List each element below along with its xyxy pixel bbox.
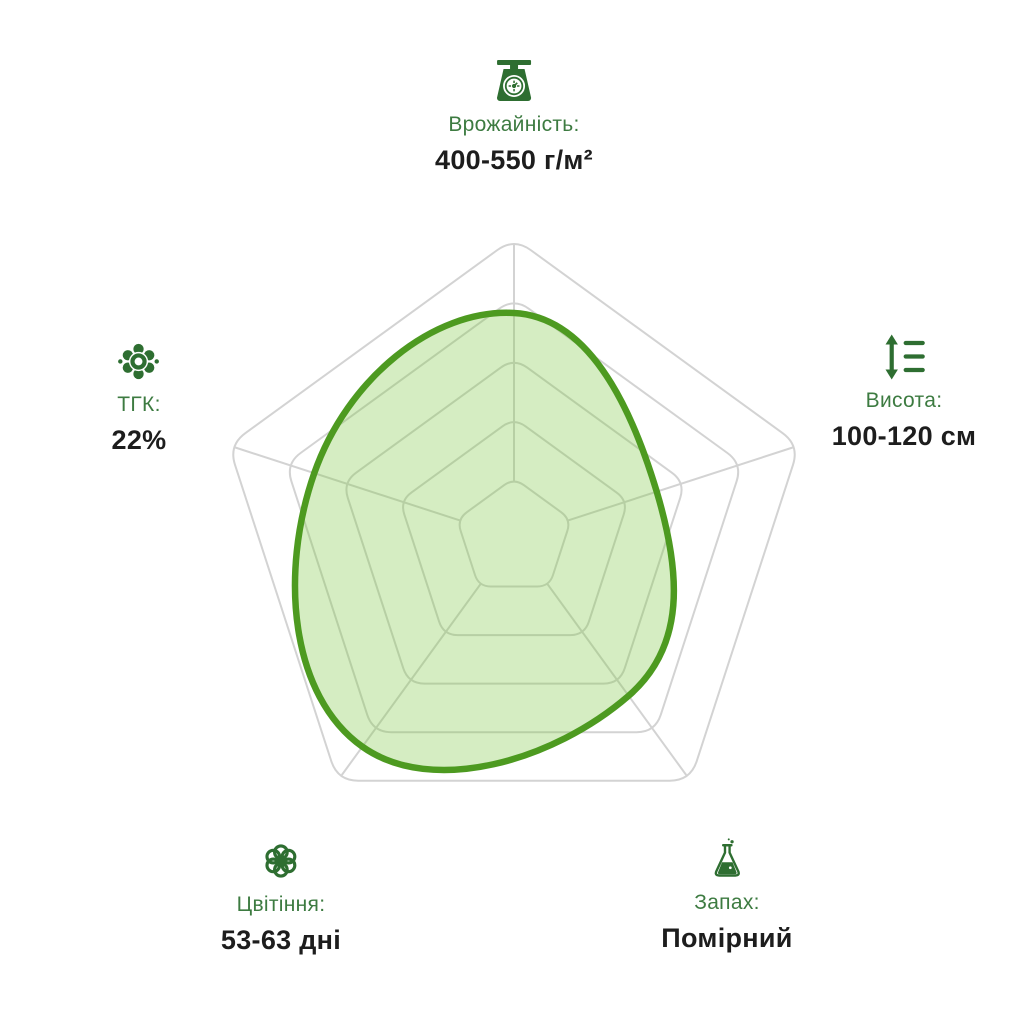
axis-value: 100-120 см xyxy=(831,421,977,451)
axis-block-smell: Запах: Помірний xyxy=(661,834,792,953)
axis-label: Врожайність: xyxy=(448,113,580,136)
axis-block-flowering: Цвітіння: 53-63 дні xyxy=(221,836,341,955)
axis-value: 400-550 г/м² xyxy=(435,145,593,175)
grid-ring xyxy=(458,480,570,588)
scale-icon xyxy=(489,56,539,106)
axis-label: Цвітіння: xyxy=(236,893,326,916)
grid-ring xyxy=(288,302,740,734)
axis-block-height: Висота: 100-120 см xyxy=(832,332,977,451)
axis-value: 22% xyxy=(111,425,167,455)
axis-label: Запах: xyxy=(694,891,760,914)
axis-block-yield: Врожайність: 400-550 г/м² xyxy=(435,56,593,175)
atom-icon xyxy=(114,336,164,386)
axis-block-thc: ТГК: 22% xyxy=(112,336,167,455)
data-polygon xyxy=(291,309,678,774)
grid-ring xyxy=(402,421,626,637)
axis-value: Помірний xyxy=(661,923,793,953)
axis-label: Висота: xyxy=(865,389,943,412)
flask-icon xyxy=(702,834,752,884)
axis-value: 53-63 дні xyxy=(220,925,342,955)
flower-icon xyxy=(256,836,306,886)
height-arrows-icon xyxy=(879,332,929,382)
axis-label: ТГК: xyxy=(117,393,161,416)
grid-ring xyxy=(345,361,683,685)
grid-ring xyxy=(232,243,796,782)
